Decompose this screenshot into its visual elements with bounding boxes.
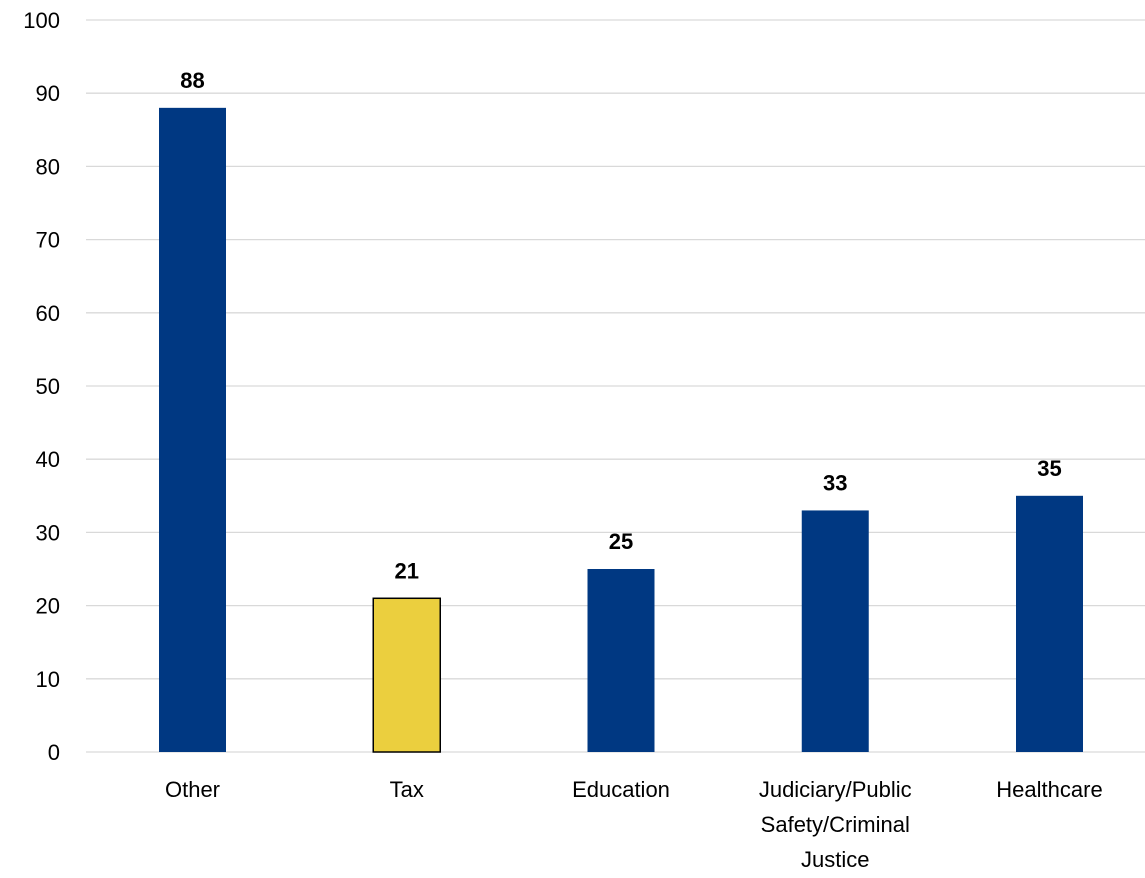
bars (159, 107, 1083, 753)
bar-education (587, 569, 655, 752)
y-tick-label: 50 (36, 374, 60, 399)
bar-tax (372, 597, 441, 753)
bar-other (159, 107, 226, 753)
data-label: 25 (609, 529, 633, 554)
y-tick-label: 90 (36, 81, 60, 106)
y-tick-label: 30 (36, 520, 60, 545)
data-label: 88 (180, 68, 204, 93)
y-axis-ticks: 0 10 20 30 40 50 60 70 80 90 100 (23, 8, 60, 765)
y-tick-label: 40 (36, 447, 60, 472)
data-label: 35 (1037, 456, 1061, 481)
x-category-label: Safety/Criminal (761, 812, 910, 837)
x-category-label: Tax (390, 777, 424, 802)
y-tick-label: 80 (36, 154, 60, 179)
data-labels: 88 21 25 33 35 (180, 68, 1061, 583)
data-label: 21 (395, 558, 419, 583)
y-tick-label: 100 (23, 8, 60, 33)
y-tick-label: 0 (48, 740, 60, 765)
bar-judiciary-public-safety-criminal-justice (801, 510, 869, 752)
gridlines (86, 19, 1145, 753)
bar-healthcare (1016, 495, 1083, 752)
x-axis-labels: Other Tax Education Judiciary/Public Safety/… (165, 777, 1103, 872)
y-tick-label: 10 (36, 667, 60, 692)
x-category-label: Other (165, 777, 220, 802)
x-category-label: Education (572, 777, 670, 802)
x-category-label: Healthcare (996, 777, 1102, 802)
x-category-label: Judiciary/Public (759, 777, 912, 802)
data-label: 33 (823, 470, 847, 495)
y-tick-label: 20 (36, 594, 60, 619)
y-tick-label: 70 (36, 228, 60, 253)
y-tick-label: 60 (36, 301, 60, 326)
x-category-label: Justice (801, 847, 869, 872)
